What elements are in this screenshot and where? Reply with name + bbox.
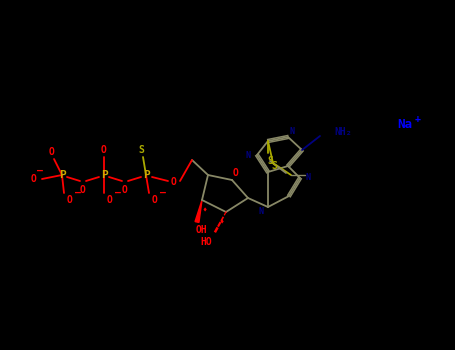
- Text: Na: Na: [398, 119, 413, 132]
- Text: S: S: [271, 161, 277, 171]
- Text: ♦: ♦: [220, 219, 224, 225]
- Text: ♦: ♦: [203, 207, 207, 213]
- Text: O: O: [67, 195, 73, 205]
- Text: N: N: [289, 126, 294, 135]
- Text: N: N: [305, 173, 310, 182]
- Text: O: O: [107, 195, 113, 205]
- Text: P: P: [101, 170, 107, 180]
- Text: S: S: [267, 156, 273, 166]
- Text: O: O: [80, 185, 86, 195]
- Text: S: S: [138, 145, 144, 155]
- Polygon shape: [195, 200, 202, 223]
- Text: –: –: [75, 188, 81, 198]
- Text: N: N: [258, 206, 263, 216]
- Text: +: +: [415, 114, 421, 124]
- Text: NH₂: NH₂: [334, 127, 352, 137]
- Text: O: O: [122, 185, 128, 195]
- Text: P: P: [142, 170, 149, 180]
- Text: O: O: [233, 168, 239, 178]
- Text: –: –: [37, 166, 43, 176]
- Text: O: O: [101, 145, 107, 155]
- Text: –: –: [160, 188, 166, 198]
- Text: HO: HO: [200, 237, 212, 247]
- Text: O: O: [31, 174, 37, 184]
- Text: –: –: [115, 188, 121, 198]
- Text: O: O: [152, 195, 158, 205]
- Text: P: P: [59, 170, 66, 180]
- Text: O: O: [49, 147, 55, 157]
- Text: N: N: [246, 152, 251, 161]
- Text: O: O: [171, 177, 177, 187]
- Text: OH: OH: [195, 225, 207, 235]
